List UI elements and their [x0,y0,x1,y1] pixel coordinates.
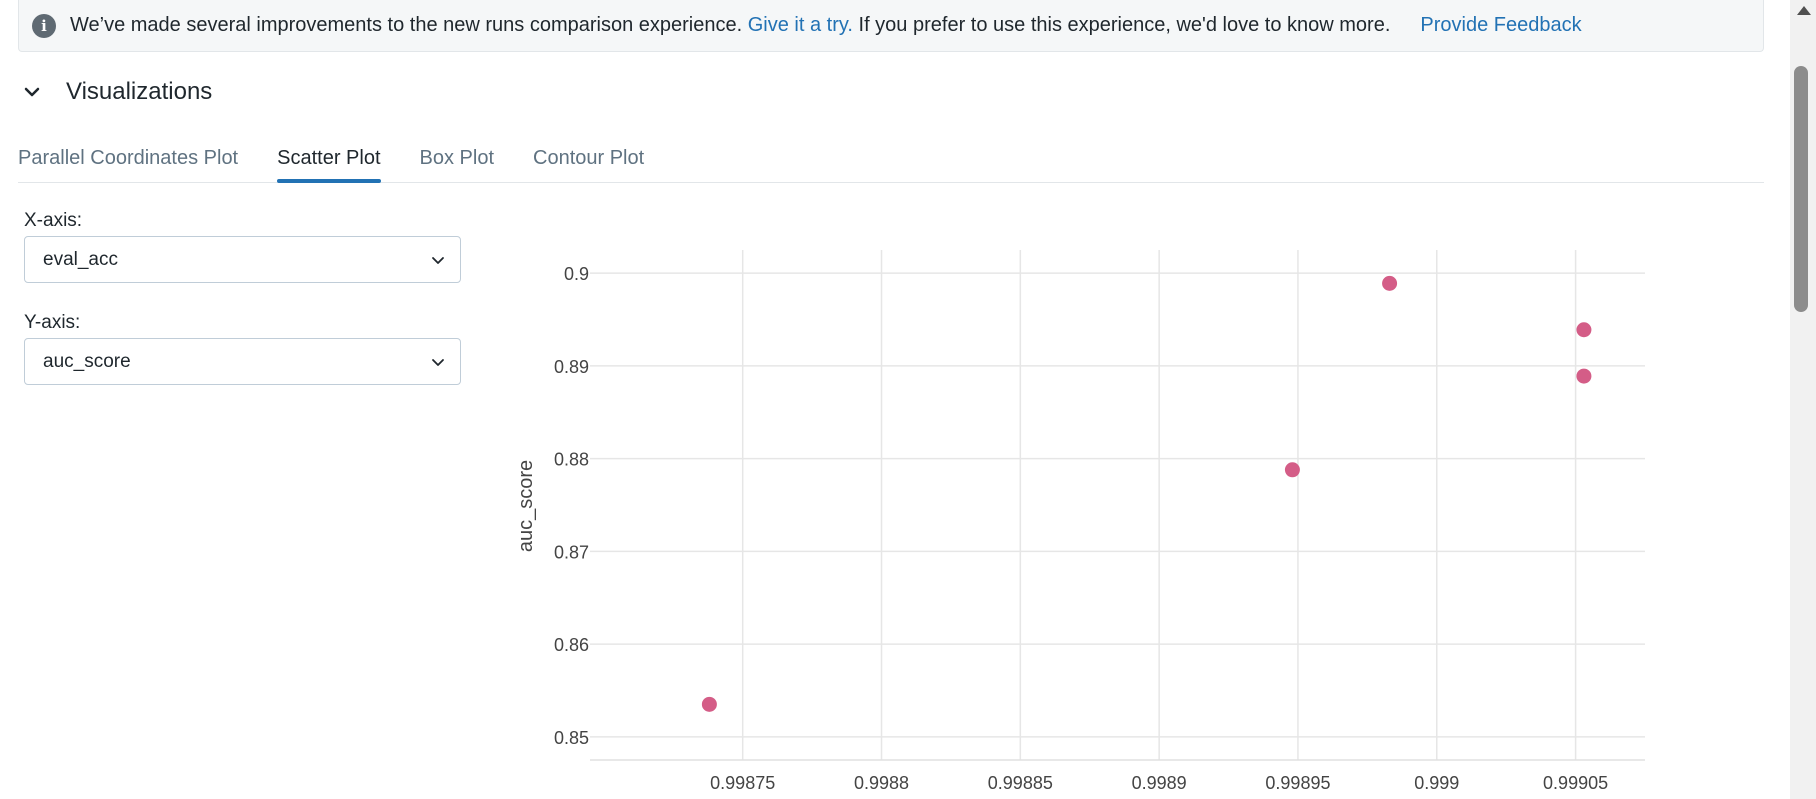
x-tick-label: 0.99885 [988,773,1053,793]
scrollbar-thumb[interactable] [1794,66,1808,312]
scatter-point[interactable] [1382,275,1398,291]
x-tick-label: 0.999 [1414,773,1459,793]
section-title: Visualizations [66,78,213,105]
chevron-down-icon[interactable] [22,82,42,102]
y-tick-label: 0.88 [554,450,589,470]
x-axis-value: eval_acc [43,248,118,270]
x-tick-label: 0.99905 [1543,773,1608,793]
x-axis-label: X-axis: [24,210,83,231]
x-axis-select[interactable]: eval_acc [24,236,461,283]
banner-message: We’ve made several improvements to the n… [70,14,743,36]
visualization-tabs: Parallel Coordinates Plot Scatter Plot B… [18,140,1764,183]
y-axis-label: Y-axis: [24,312,81,333]
info-banner: i We’ve made several improvements to the… [18,0,1764,52]
visualizations-header[interactable]: Visualizations [22,74,212,110]
x-tick-label: 0.9989 [1132,773,1187,793]
tab-contour-plot[interactable]: Contour Plot [533,147,645,169]
tab-box-plot[interactable]: Box Plot [419,147,494,169]
chevron-down-icon [432,257,444,264]
info-icon: i [32,13,56,38]
scroll-up-arrow-icon[interactable] [1797,6,1811,15]
y-axis-select[interactable]: auc_score [24,338,461,385]
scatter-point[interactable] [1284,462,1300,478]
scatter-point[interactable] [701,696,717,712]
chevron-down-icon [432,359,444,366]
tab-parallel-coordinates[interactable]: Parallel Coordinates Plot [18,147,239,169]
scatter-point[interactable] [1576,322,1592,338]
give-it-a-try-link[interactable]: Give it a try. [747,14,853,36]
provide-feedback-link[interactable]: Provide Feedback [1420,14,1582,36]
y-tick-label: 0.85 [554,728,589,748]
y-axis-title: auc_score [515,460,537,552]
x-tick-label: 0.99875 [710,773,775,793]
x-tick-label: 0.9988 [854,773,909,793]
y-tick-label: 0.87 [554,542,589,562]
y-tick-label: 0.89 [554,357,589,377]
banner-message-2: If you prefer to use this experience, we… [858,14,1391,36]
scatter-chart: 0.99875 0.9988 0.99885 0.9989 0.99895 0.999 0.… [515,250,1645,793]
y-tick-label: 0.86 [554,635,589,655]
tab-scatter-plot[interactable]: Scatter Plot [277,140,381,183]
x-tick-label: 0.99895 [1265,773,1330,793]
y-tick-label: 0.9 [564,264,589,284]
y-axis-value: auc_score [43,350,131,372]
scatter-point[interactable] [1576,368,1592,384]
